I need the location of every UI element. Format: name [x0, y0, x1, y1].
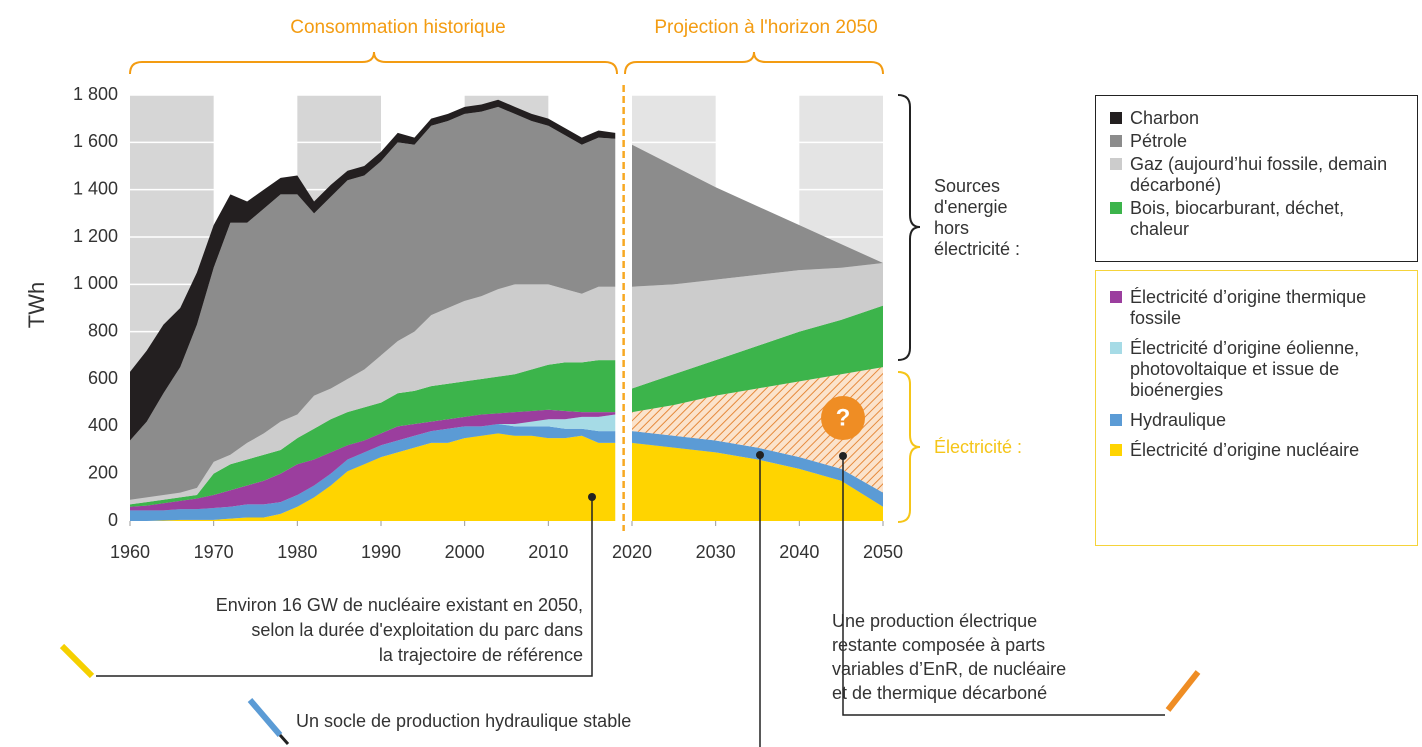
- legend-item: Hydraulique: [1110, 410, 1403, 431]
- note: Environ 16 GW de nucléaire existant en 2…: [216, 595, 583, 615]
- legend: Électricité d’origine thermique fossile É…: [1095, 270, 1418, 546]
- legend-swatch: [1110, 342, 1122, 354]
- y-tick-label: 1 600: [73, 131, 118, 151]
- legend-swatch: [1110, 158, 1122, 170]
- legend-label: Pétrole: [1130, 131, 1188, 151]
- group-label: Sources d'energie hors électricité :: [934, 176, 1021, 259]
- x-tick-label: 2040: [779, 542, 819, 562]
- y-tick-label: 1 400: [73, 178, 118, 198]
- y-tick-label: 1 200: [73, 226, 118, 246]
- x-tick-label: 2010: [528, 542, 568, 562]
- area: [130, 433, 883, 521]
- legend-item: Électricité d’origine nucléaire: [1110, 440, 1403, 461]
- legend-item: Pétrole: [1110, 131, 1403, 152]
- x-tick-label: 1980: [277, 542, 317, 562]
- y-tick-label: 600: [88, 368, 118, 388]
- pen: [59, 643, 95, 679]
- x-tick-label: 1970: [194, 542, 234, 562]
- period-label: Consommation historique: [290, 17, 505, 38]
- y-tick-label: 200: [88, 462, 118, 482]
- legend-item: Électricité d’origine éolienne, photovol…: [1110, 338, 1403, 401]
- area: [130, 106, 883, 500]
- note: et de thermique décarboné: [832, 683, 1047, 703]
- note: variables d’EnR, de nucléaire: [832, 659, 1066, 679]
- legend-item: Gaz (aujourd’hui fossile, demain décarbo…: [1110, 154, 1403, 196]
- x-tick-label: 2030: [696, 542, 736, 562]
- leader-dot: [756, 451, 764, 459]
- group-label: Électricité :: [934, 437, 1023, 457]
- y-tick-label: 1 000: [73, 273, 118, 293]
- area: [130, 305, 883, 507]
- legend-swatch: [1110, 414, 1122, 426]
- legend-swatch: [1110, 202, 1122, 214]
- legend-item: Électricité d’origine thermique fossile: [1110, 287, 1403, 329]
- area: [130, 367, 883, 511]
- question-badge: [821, 396, 865, 440]
- legend-item: Charbon: [1110, 108, 1403, 129]
- y-axis-label: TWh: [24, 282, 49, 328]
- brace: [624, 51, 884, 75]
- x-tick-label: 1960: [110, 542, 150, 562]
- y-tick-label: 800: [88, 320, 118, 340]
- period-label: Projection à l'horizon 2050: [654, 17, 877, 38]
- pen: [278, 734, 290, 745]
- leader-dot: [839, 452, 847, 460]
- x-tick-label: 2050: [863, 542, 903, 562]
- legend-label: Charbon: [1130, 108, 1200, 128]
- area: [130, 423, 883, 521]
- brace: [897, 94, 921, 361]
- leader-line: [96, 497, 593, 677]
- note: selon la durée d'exploitation du parc da…: [251, 620, 583, 640]
- area: [130, 263, 883, 505]
- legend-swatch: [1110, 444, 1122, 456]
- legend-label: Hydraulique: [1130, 410, 1227, 430]
- x-tick-label: 2000: [445, 542, 485, 562]
- legend-label: Électricité d’origine thermique fossile: [1130, 287, 1367, 328]
- x-tick-label: 2020: [612, 542, 652, 562]
- question-mark: ?: [836, 404, 851, 431]
- legend: Charbon Pétrole Gaz (aujourd’hui fossile, …: [1095, 95, 1418, 262]
- legend-swatch: [1110, 291, 1122, 303]
- legend-label: Électricité d’origine nucléaire: [1130, 440, 1360, 460]
- legend-label: Électricité d’origine éolienne, photovol…: [1130, 338, 1360, 400]
- legend-item: Bois, biocarburant, déchet, chaleur: [1110, 198, 1403, 240]
- y-tick-label: 0: [108, 510, 118, 530]
- leader-line: [842, 456, 1165, 716]
- pen: [247, 698, 283, 737]
- legend-swatch: [1110, 135, 1122, 147]
- note: restante composée à parts: [832, 635, 1045, 655]
- note: la trajectoire de référence: [379, 645, 583, 665]
- legend-label: Bois, biocarburant, déchet, chaleur: [1130, 198, 1345, 239]
- leader-dot: [588, 493, 596, 501]
- y-tick-label: 1 800: [73, 84, 118, 104]
- area: [130, 367, 883, 511]
- note: Un socle de production hydraulique stabl…: [296, 711, 631, 731]
- note: Une production électrique: [832, 611, 1037, 631]
- legend-swatch: [1110, 112, 1122, 124]
- x-tick-label: 1990: [361, 542, 401, 562]
- brace: [897, 371, 921, 523]
- legend-label: Gaz (aujourd’hui fossile, demain décarbo…: [1130, 154, 1388, 195]
- brace: [129, 51, 618, 75]
- pen: [1165, 670, 1201, 712]
- y-tick-label: 400: [88, 415, 118, 435]
